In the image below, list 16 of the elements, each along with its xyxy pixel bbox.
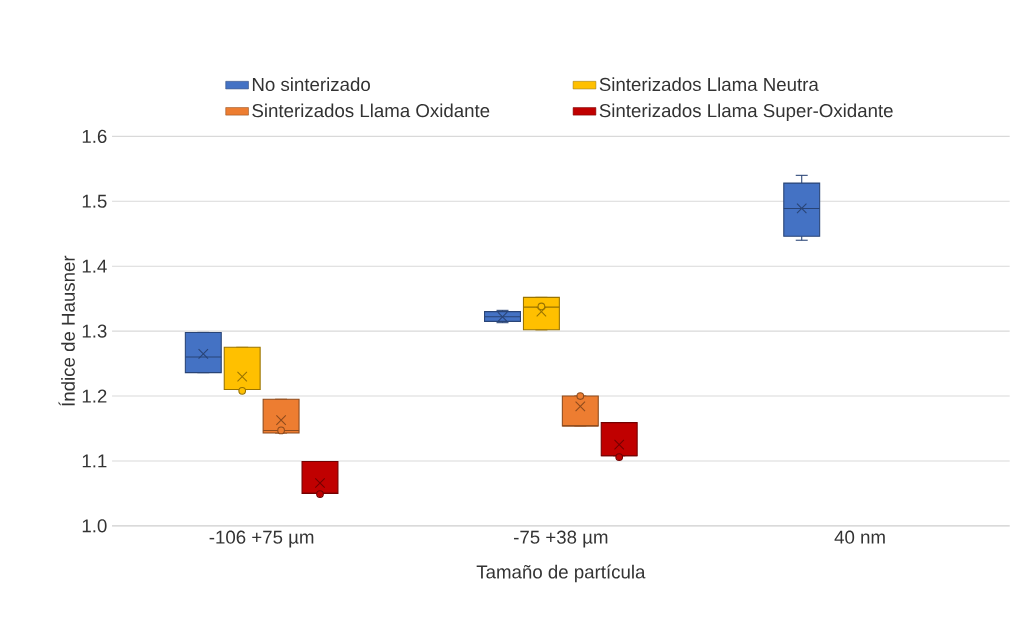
y-tick-label: 1.1 [82, 454, 107, 468]
legend-label: No sinterizado [252, 77, 370, 92]
y-tick-label: 1.4 [82, 259, 107, 273]
y-tick-label: 1.0 [82, 519, 107, 533]
legend-label: Sinterizados Llama Neutra [599, 77, 819, 92]
y-axis-title: Índice de Hausner [58, 255, 75, 406]
x-axis-title: Tamaño de partícula [476, 564, 646, 583]
x-tick-label: -106 +75 µm [209, 530, 314, 548]
y-tick-label: 1.5 [82, 194, 107, 208]
x-tick-label: -75 +38 µm [514, 530, 608, 548]
y-tick-label: 1.2 [82, 389, 107, 403]
legend-label: Sinterizados Llama Super-Oxidante [599, 103, 893, 122]
legend-label: Sinterizados Llama Oxidante [252, 103, 490, 118]
y-tick-label: 1.3 [82, 324, 107, 338]
x-tick-label: 40 nm [834, 530, 885, 544]
y-tick-label: 1.6 [82, 129, 107, 144]
